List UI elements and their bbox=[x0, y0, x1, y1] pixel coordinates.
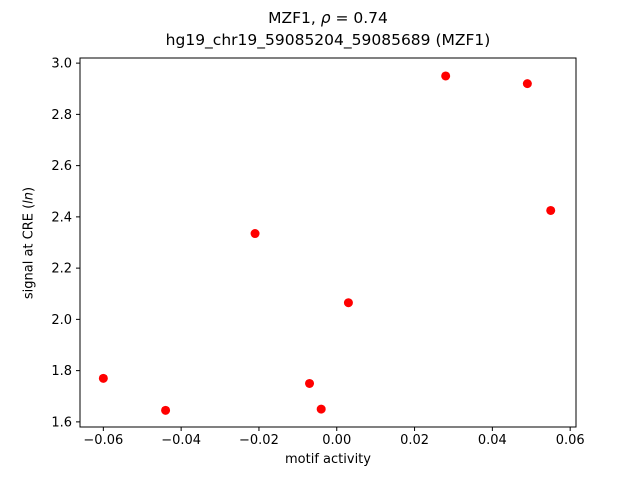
axes-frame bbox=[79, 57, 577, 428]
data-point bbox=[305, 378, 315, 388]
data-point bbox=[343, 298, 353, 308]
x-axis-label: motif activity bbox=[285, 452, 371, 467]
x-tick-label: 0.04 bbox=[478, 433, 507, 448]
y-tick-label: 2.0 bbox=[51, 313, 72, 328]
chart-subtitle: hg19_chr19_59085204_59085689 (MZF1) bbox=[165, 31, 491, 49]
y-tick-label: 2.4 bbox=[51, 210, 72, 225]
x-tick-label: 0.06 bbox=[556, 433, 585, 448]
x-tick-label: −0.06 bbox=[83, 433, 123, 448]
chart-title: MZF1, ρ = 0.74 bbox=[80, 7, 576, 29]
chart-title-text: MZF1, bbox=[268, 9, 321, 27]
data-point bbox=[546, 205, 556, 215]
chart-title-rho: ρ bbox=[320, 9, 331, 27]
data-point bbox=[522, 79, 532, 89]
y-axis-label: signal at CRE (ln) bbox=[22, 187, 37, 299]
chart-title-value: = 0.74 bbox=[330, 9, 388, 27]
y-axis-label-text: signal at CRE ( bbox=[21, 203, 37, 300]
x-tick-label: 0.02 bbox=[400, 433, 429, 448]
y-tick-label: 3.0 bbox=[51, 57, 72, 72]
y-tick-label: 2.8 bbox=[51, 108, 72, 123]
y-tick-label: 2.6 bbox=[51, 159, 72, 174]
y-axis-label-ln: ln bbox=[21, 191, 37, 204]
data-point bbox=[161, 405, 171, 415]
y-axis-label-paren: ) bbox=[21, 186, 37, 192]
chart-title-block: MZF1, ρ = 0.74 hg19_chr19_59085204_59085… bbox=[80, 7, 576, 51]
x-tick-label: −0.02 bbox=[239, 433, 279, 448]
y-tick-label: 1.8 bbox=[51, 364, 72, 379]
data-point bbox=[316, 404, 326, 414]
data-point bbox=[98, 373, 108, 383]
y-tick-label: 2.2 bbox=[51, 262, 72, 277]
data-point bbox=[441, 71, 451, 81]
data-point bbox=[250, 229, 260, 239]
y-tick-label: 1.6 bbox=[51, 415, 72, 430]
x-tick-label: −0.04 bbox=[161, 433, 201, 448]
x-tick-label: 0.00 bbox=[322, 433, 351, 448]
